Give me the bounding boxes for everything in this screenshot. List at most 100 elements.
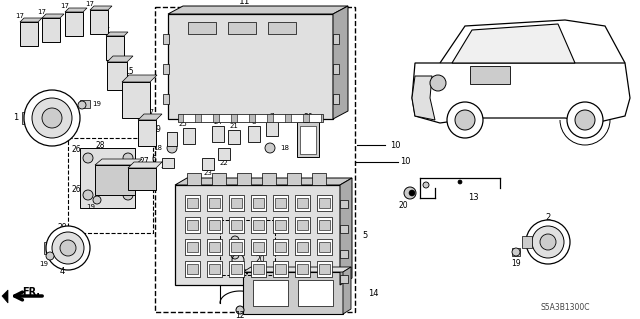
Bar [291,114,303,122]
Bar [333,34,339,44]
Text: 16: 16 [107,49,116,58]
Bar [168,14,333,119]
Bar [229,195,244,211]
Circle shape [540,234,556,250]
Bar [128,168,156,190]
Text: 7: 7 [269,113,275,119]
Circle shape [46,252,54,260]
Bar [251,261,266,277]
Circle shape [458,180,462,184]
Polygon shape [333,6,348,119]
Bar [80,100,90,108]
Bar [319,264,330,274]
Polygon shape [20,18,42,22]
Bar [229,239,244,255]
Text: 6: 6 [151,155,156,165]
Bar [522,236,532,248]
Bar [68,138,153,233]
Text: 29: 29 [58,224,68,233]
Text: 18: 18 [280,145,289,151]
Bar [207,217,222,233]
Bar [300,126,316,154]
Bar [201,114,213,122]
Text: 17: 17 [15,13,24,19]
Bar [207,195,222,211]
Bar [251,195,266,211]
Bar [275,264,286,274]
Bar [106,36,124,60]
Polygon shape [65,8,87,12]
Text: 23: 23 [204,170,212,176]
Bar [202,158,214,170]
Bar [243,272,343,314]
Bar [185,195,200,211]
Text: 20: 20 [255,256,264,264]
Bar [107,62,127,90]
Circle shape [265,143,275,153]
Bar [218,148,230,160]
Circle shape [123,153,133,163]
Text: 17: 17 [61,3,70,9]
Bar [187,198,198,208]
Polygon shape [168,6,348,14]
Bar [253,264,264,274]
Circle shape [60,240,76,256]
Text: 15: 15 [124,68,134,77]
Bar [251,239,266,255]
Circle shape [83,153,93,163]
Bar [340,225,348,233]
Text: 2: 2 [545,213,550,222]
Text: 25: 25 [179,121,188,127]
Text: 4: 4 [60,268,65,277]
Bar [512,248,520,256]
Text: 19: 19 [86,204,95,210]
Polygon shape [128,162,162,168]
Bar [212,126,224,142]
Bar [209,242,220,252]
Bar [317,217,332,233]
Bar [340,275,348,283]
Circle shape [123,190,133,200]
Bar [273,217,288,233]
Text: 20: 20 [398,202,408,211]
Bar [220,220,275,275]
Bar [309,114,321,122]
Bar [183,114,195,122]
Text: 18: 18 [153,145,162,151]
Text: 8: 8 [252,119,256,125]
Bar [237,173,251,185]
Bar [297,198,308,208]
Bar [90,10,108,34]
Bar [253,220,264,230]
Bar [251,217,266,233]
Text: 19: 19 [40,261,49,267]
Circle shape [236,306,244,314]
Circle shape [167,143,177,153]
Bar [228,130,240,144]
Bar [248,126,260,142]
Polygon shape [412,63,630,123]
Bar [312,173,326,185]
Text: 5: 5 [362,231,367,240]
Bar [138,120,156,146]
Bar [317,195,332,211]
Bar [209,220,220,230]
Text: 1: 1 [13,114,18,122]
Text: 17: 17 [86,1,95,7]
Text: 27: 27 [140,158,150,167]
Text: FR.: FR. [22,287,40,297]
Circle shape [46,226,90,270]
Text: 26: 26 [72,186,82,195]
Bar [297,122,319,157]
Circle shape [32,98,72,138]
Bar [207,261,222,277]
Bar [470,66,510,84]
Circle shape [567,102,603,138]
Text: 17: 17 [38,9,47,15]
Bar [163,64,169,74]
Circle shape [78,101,86,109]
Polygon shape [340,178,352,285]
Circle shape [93,196,101,204]
Polygon shape [343,267,351,314]
Bar [333,94,339,104]
